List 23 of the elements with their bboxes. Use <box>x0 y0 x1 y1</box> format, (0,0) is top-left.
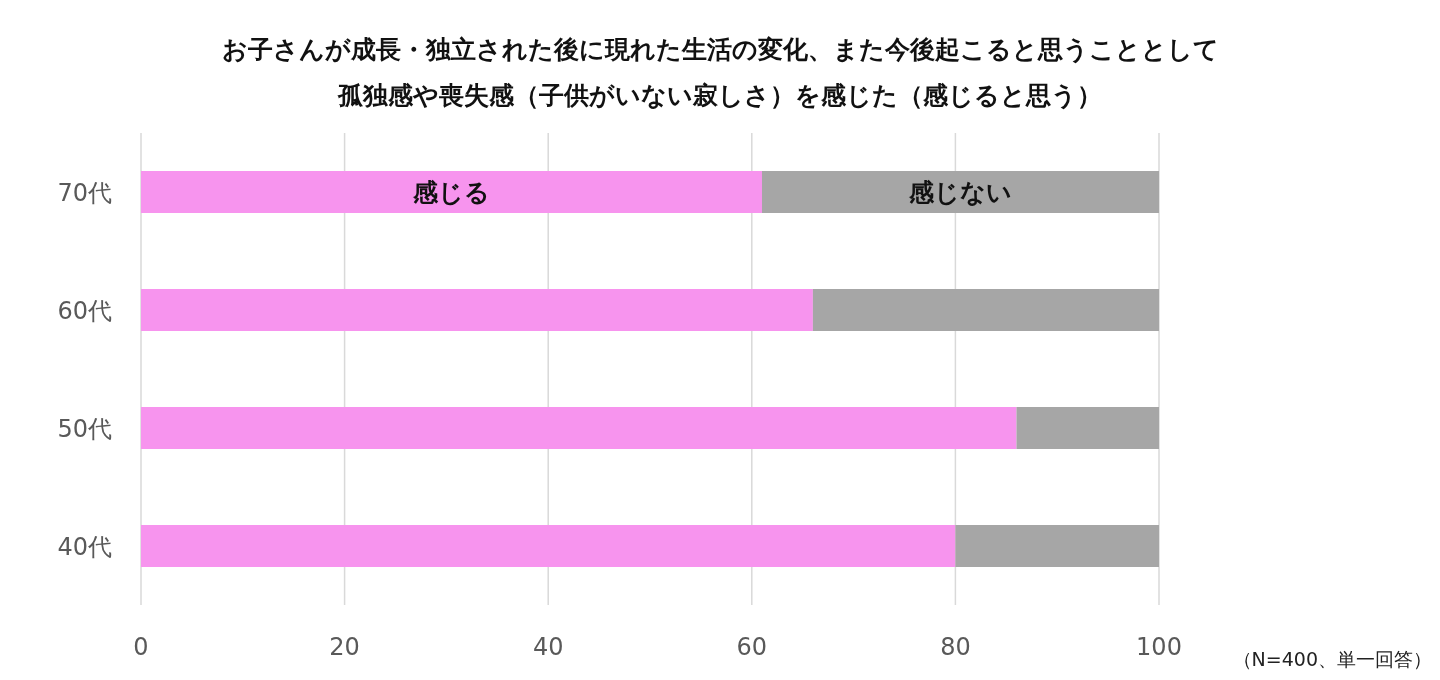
x-tick-label: 0 <box>133 633 149 661</box>
bar <box>812 289 1159 331</box>
x-tick-label: 80 <box>940 633 971 661</box>
bar <box>1016 407 1159 449</box>
bar <box>141 171 762 213</box>
y-tick-label: 70代 <box>57 179 112 207</box>
text: （N=400、単一回答） <box>1232 648 1432 670</box>
bar <box>955 525 1159 567</box>
chart-title: お子さんが成長・独立された後に現れた生活の変化、また今後起こると思うこととして <box>221 35 1219 64</box>
bar <box>141 525 956 567</box>
y-tick-label: 40代 <box>57 533 112 561</box>
bar <box>141 407 1017 449</box>
chart-subtitle: 孤独感や喪失感（子供がいない寂しさ）を感じた（感じると思う） <box>337 81 1102 110</box>
x-tick-label: 100 <box>1136 633 1182 661</box>
series-label: 感じない <box>907 178 1012 207</box>
x-tick-label: 60 <box>736 633 768 661</box>
series-label: 感じる <box>411 178 490 207</box>
bar <box>141 289 813 331</box>
x-tick-label: 20 <box>329 633 360 661</box>
bar <box>761 171 1159 213</box>
y-tick-label: 50代 <box>57 415 112 443</box>
x-tick-label: 40 <box>532 633 564 661</box>
y-tick-label: 60代 <box>57 297 112 325</box>
